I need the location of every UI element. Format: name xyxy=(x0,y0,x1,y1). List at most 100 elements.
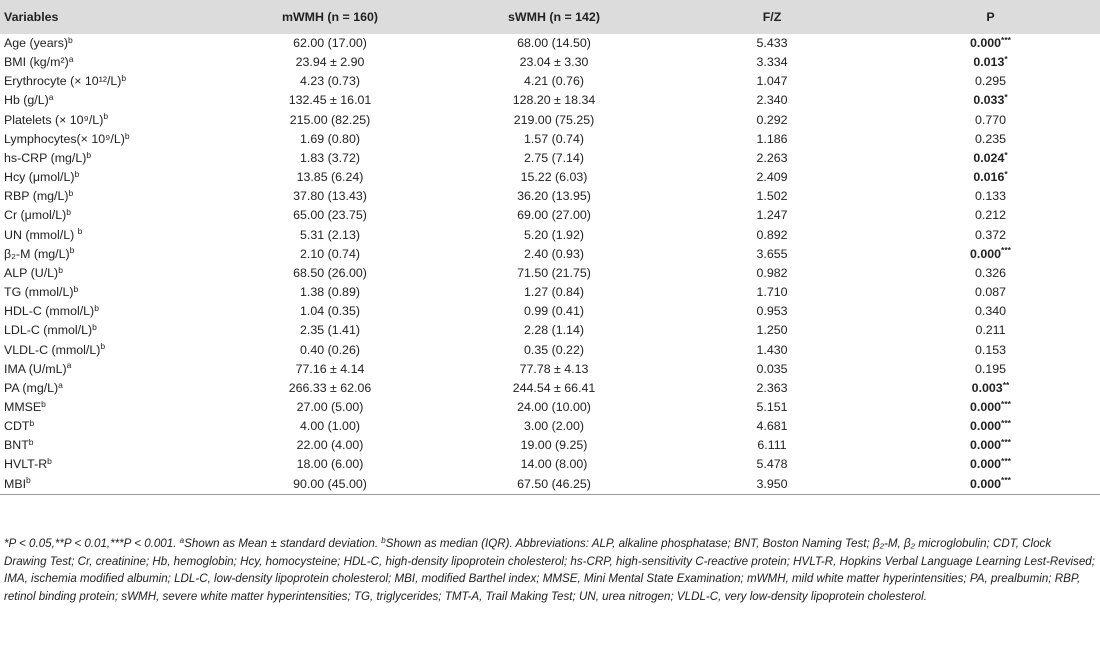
variable-label: Lymphocytes(× 10⁹/L) xyxy=(4,131,125,146)
significance-stars: *** xyxy=(1001,456,1011,467)
cell-variable: Hcy (μmol/L)b xyxy=(0,168,215,187)
cell-mwmh: 90.00 (45.00) xyxy=(215,474,445,495)
cell-fz: 0.953 xyxy=(756,304,788,319)
variable-label: Hcy (μmol/L) xyxy=(4,170,75,185)
cell-fz: 2.263 xyxy=(756,150,788,165)
cell-swmh: 4.21 (0.76) xyxy=(524,74,584,89)
variable-footnote-marker: b xyxy=(94,302,99,313)
cell-fz: 2.409 xyxy=(756,170,788,185)
cell-swmh: 77.78 ± 4.13 xyxy=(519,361,589,376)
table-row: RBP (mg/L)b 37.80 (13.43) 36.20 (13.95) 1.5… xyxy=(0,187,1100,206)
cell-mwmh: 65.00 (23.75) xyxy=(293,208,367,223)
p-value: 0.003 xyxy=(971,380,1003,395)
significance-stars: *** xyxy=(1001,34,1011,45)
variable-label: hs-CRP (mg/L) xyxy=(4,150,87,165)
cell-p: 0.000*** xyxy=(881,398,1100,417)
variable-label: TG (mmol/L) xyxy=(4,285,74,300)
cell-swmh: 19.00 (9.25) xyxy=(520,438,588,453)
table-header: Variables mWMH (n = 160) sWMH (n = 142) … xyxy=(0,0,1100,34)
cell-fz: 1.502 xyxy=(756,189,788,204)
table-row: CDTb 4.00 (1.00) 3.00 (2.00) 4.681 0.000*** xyxy=(0,417,1100,436)
cell-swmh: 2.75 (7.14) xyxy=(524,150,584,165)
cell-p: 0.770 xyxy=(881,111,1100,130)
table-row: BMI (kg/m²)a 23.94 ± 2.90 23.04 ± 3.30 3.33… xyxy=(0,53,1100,72)
variable-footnote-marker: b xyxy=(68,188,74,198)
variable-label: CDT xyxy=(4,419,30,434)
variable-footnote-marker: a xyxy=(58,379,63,390)
footnote-a-marker: a xyxy=(179,536,185,545)
cell-fz: 1.250 xyxy=(756,323,788,338)
cell-variable: Lymphocytes(× 10⁹/L)b xyxy=(0,130,215,149)
variable-footnote-marker: b xyxy=(100,341,106,352)
p-value: 0.133 xyxy=(974,189,1006,204)
cell-swmh: 15.22 (6.03) xyxy=(520,170,588,185)
p-value: 0.000 xyxy=(970,419,1002,434)
variable-label: BMI (kg/m²) xyxy=(4,55,69,70)
cell-swmh: 0.35 (0.22) xyxy=(524,342,584,357)
p-value: 0.326 xyxy=(974,265,1006,280)
variable-footnote-marker: b xyxy=(41,398,46,409)
cell-p: 0.295 xyxy=(881,72,1100,91)
header-swmh: sWMH (n = 142) xyxy=(508,10,600,24)
table-row: BNTb 22.00 (4.00) 19.00 (9.25) 6.111 0.000**… xyxy=(0,436,1100,455)
cell-swmh: 2.40 (0.93) xyxy=(524,246,584,261)
table-row: HVLT-Rb 18.00 (6.00) 14.00 (8.00) 5.478 0.00… xyxy=(0,455,1100,474)
variable-label: UN (mmol/L) xyxy=(4,227,78,242)
cell-mwmh: 1.69 (0.80) xyxy=(300,131,360,146)
variable-label: HVLT-R xyxy=(4,457,48,472)
footnote-abbreviations: Abbreviations: ALP, alkaline phosphatase… xyxy=(4,537,1095,603)
cell-swmh: 23.04 ± 3.30 xyxy=(519,55,589,70)
cell-variable: UN (mmol/L) b xyxy=(0,226,215,245)
table-row: Cr (μmol/L)b 65.00 (23.75) 69.00 (27.00) 1.… xyxy=(0,206,1100,225)
cell-swmh: 128.20 ± 18.34 xyxy=(512,93,596,108)
variable-footnote-marker: b xyxy=(66,207,71,218)
cell-mwmh: 23.94 ± 2.90 xyxy=(295,55,365,70)
cell-mwmh: 77.16 ± 4.14 xyxy=(295,361,365,376)
cell-fz: 1.430 xyxy=(756,342,788,357)
table-row: LDL-C (mmol/L)b 2.35 (1.41) 2.28 (1.14) 1.2… xyxy=(0,321,1100,340)
cell-p: 0.133 xyxy=(881,187,1100,206)
cell-p: 0.326 xyxy=(881,264,1100,283)
significance-stars: *** xyxy=(1001,398,1011,409)
variable-footnote-marker: b xyxy=(26,475,31,486)
cell-variable: HVLT-Rb xyxy=(0,455,215,474)
table-row: PA (mg/L)a 266.33 ± 62.06 244.54 ± 66.41 2.… xyxy=(0,379,1100,398)
variable-footnote-marker: b xyxy=(124,130,130,141)
variable-footnote-marker: b xyxy=(86,149,92,160)
cell-fz: 0.892 xyxy=(756,227,788,242)
variable-footnote-marker: b xyxy=(28,437,34,448)
cell-mwmh: 266.33 ± 62.06 xyxy=(288,380,372,395)
cell-variable: BMI (kg/m²)a xyxy=(0,53,215,72)
variable-label: RBP (mg/L) xyxy=(4,189,69,204)
cell-variable: LDL-C (mmol/L)b xyxy=(0,321,215,340)
cell-swmh: 0.99 (0.41) xyxy=(524,304,584,319)
significance-stars: *** xyxy=(1001,437,1011,448)
cell-variable: hs-CRP (mg/L)b xyxy=(0,149,215,168)
cell-swmh: 5.20 (1.92) xyxy=(524,227,584,242)
table-footnote: *P < 0.05,**P < 0.01,***P < 0.001. aShow… xyxy=(4,535,1096,605)
p-value: 0.212 xyxy=(974,208,1006,223)
cell-variable: HDL-C (mmol/L)b xyxy=(0,302,215,321)
significance-stars: * xyxy=(1004,92,1008,103)
significance-stars: *** xyxy=(1001,245,1011,256)
cell-fz: 0.035 xyxy=(756,361,788,376)
cell-p: 0.000*** xyxy=(881,474,1100,495)
cell-variable: IMA (U/mL)a xyxy=(0,360,215,379)
variable-label: ALP (U/L) xyxy=(4,265,59,280)
p-value: 0.024 xyxy=(973,150,1005,165)
cell-p: 0.211 xyxy=(881,321,1100,340)
variable-label: Cr (μmol/L) xyxy=(4,208,67,223)
table-row: ALP (U/L)b 68.50 (26.00) 71.50 (21.75) 0.98… xyxy=(0,264,1100,283)
cell-variable: β₂-M (mg/L)b xyxy=(0,245,215,264)
cell-mwmh: 215.00 (82.25) xyxy=(289,112,371,127)
p-value: 0.000 xyxy=(970,476,1002,491)
p-value: 0.295 xyxy=(974,74,1006,89)
cell-p: 0.212 xyxy=(881,206,1100,225)
cell-fz: 2.340 xyxy=(756,93,788,108)
cell-swmh: 36.20 (13.95) xyxy=(517,189,591,204)
variable-footnote-marker: b xyxy=(121,73,127,84)
significance-stars: *** xyxy=(1001,475,1011,486)
cell-fz: 1.047 xyxy=(756,74,788,89)
cell-mwmh: 1.04 (0.35) xyxy=(300,304,360,319)
p-value: 0.013 xyxy=(973,55,1005,70)
